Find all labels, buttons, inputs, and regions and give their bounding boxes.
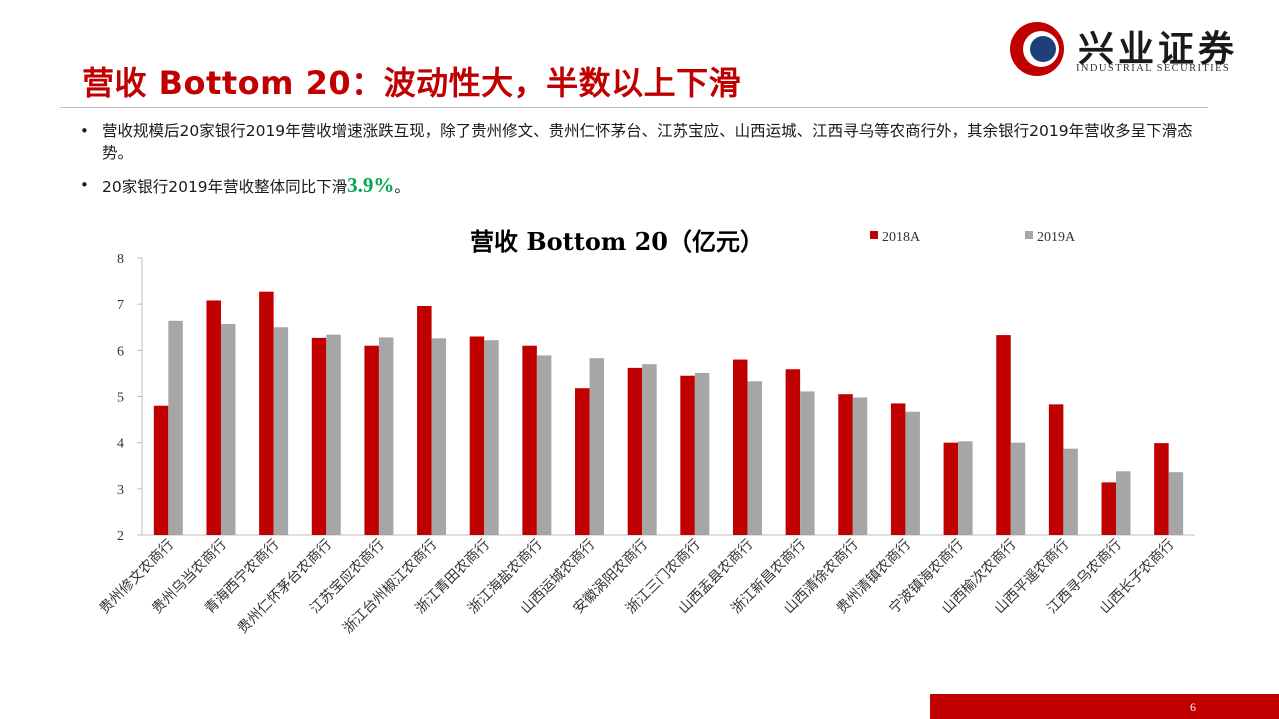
bar-2018A xyxy=(311,337,327,535)
bullet-item: • 20家银行2019年营收整体同比下滑3.9%。 xyxy=(80,174,1210,198)
chart-title: 营收 Bottom 20（亿元） xyxy=(470,227,764,256)
bullet-dot-icon: • xyxy=(80,176,89,194)
bar-2018A xyxy=(943,442,959,535)
legend-swatch xyxy=(870,231,878,239)
logo-english-name: INDUSTRIAL SECURITIES xyxy=(1076,63,1231,74)
bar-2018A xyxy=(206,300,221,535)
bar-2019A xyxy=(1116,471,1131,535)
bar-2019A xyxy=(378,337,394,535)
y-tick-label: 4 xyxy=(117,437,124,452)
bar-2019A xyxy=(168,320,183,535)
bar-2019A xyxy=(1063,448,1078,535)
bar-2019A xyxy=(852,397,868,535)
y-tick-label: 7 xyxy=(117,298,124,313)
bar-2018A xyxy=(469,336,485,535)
bar-2019A xyxy=(273,327,289,535)
bar-2018A xyxy=(1154,443,1169,535)
company-logo: 兴业证券 INDUSTRIAL SECURITIES xyxy=(1008,18,1264,82)
bar-2018A xyxy=(680,375,695,535)
bar-2019A xyxy=(220,324,236,535)
slide-title: 营收 Bottom 20：波动性大，半数以上下滑 xyxy=(82,64,742,102)
bar-2018A xyxy=(732,359,748,535)
footer-bar xyxy=(930,694,1279,719)
y-tick-label: 8 xyxy=(117,252,124,267)
bar-2019A xyxy=(536,355,552,535)
bar-2018A xyxy=(259,291,274,535)
x-tick-label: 浙江台州椒江农商行 xyxy=(340,537,440,637)
y-tick-label: 5 xyxy=(117,391,124,406)
legend-label: 2019A xyxy=(1037,230,1076,245)
bar-2018A xyxy=(785,369,801,535)
bar-2019A xyxy=(800,391,815,535)
bar-2019A xyxy=(1010,442,1026,535)
bar-2018A xyxy=(627,367,643,535)
y-tick-label: 3 xyxy=(117,483,124,498)
bar-2019A xyxy=(958,441,973,535)
bar-2018A xyxy=(838,394,853,535)
bullet-item: • 营收规模后20家银行2019年营收增速涨跌互现，除了贵州修文、贵州仁怀茅台、… xyxy=(80,120,1210,164)
y-tick-label: 2 xyxy=(117,529,124,544)
bar-2018A xyxy=(522,345,537,535)
bar-2018A xyxy=(575,388,590,535)
bar-2018A xyxy=(1101,482,1117,535)
bar-2019A xyxy=(484,340,499,535)
bullet-text-suffix: 。 xyxy=(394,178,410,196)
legend-label: 2018A xyxy=(882,230,921,245)
revenue-bar-chart: 营收 Bottom 20（亿元） 2018A 2019A2345678贵州修文农商行… xyxy=(97,227,1195,637)
bar-2019A xyxy=(431,338,447,535)
bar-2019A xyxy=(747,381,762,535)
bar-2018A xyxy=(364,345,379,535)
legend-swatch xyxy=(1025,231,1033,239)
bar-2019A xyxy=(905,411,920,535)
bullet-text: 20家银行2019年营收整体同比下滑 xyxy=(102,178,348,196)
logo-chinese-name: 兴业证券 xyxy=(1078,28,1239,70)
bar-2019A xyxy=(589,358,605,535)
bar-2019A xyxy=(326,334,341,535)
bullet-dot-icon: • xyxy=(80,122,89,140)
y-tick-label: 6 xyxy=(117,344,124,359)
decline-percentage: 3.9% xyxy=(347,173,395,197)
x-tick-label: 贵州仁怀茅台农商行 xyxy=(235,537,335,637)
bar-2018A xyxy=(890,403,906,535)
bar-2018A xyxy=(153,405,169,535)
logo-mark-icon xyxy=(1010,22,1064,76)
bar-2018A xyxy=(417,306,432,535)
bar-2019A xyxy=(694,372,710,535)
bullet-text: 营收规模后20家银行2019年营收增速涨跌互现，除了贵州修文、贵州仁怀茅台、江苏… xyxy=(102,122,1193,162)
bullet-list: • 营收规模后20家银行2019年营收增速涨跌互现，除了贵州修文、贵州仁怀茅台、… xyxy=(80,120,1210,208)
bar-2018A xyxy=(996,335,1011,535)
title-divider xyxy=(60,107,1208,108)
bar-2019A xyxy=(642,364,657,535)
bar-2018A xyxy=(1048,404,1064,535)
page-number: 6 xyxy=(1190,700,1196,714)
bar-2019A xyxy=(1168,472,1184,535)
